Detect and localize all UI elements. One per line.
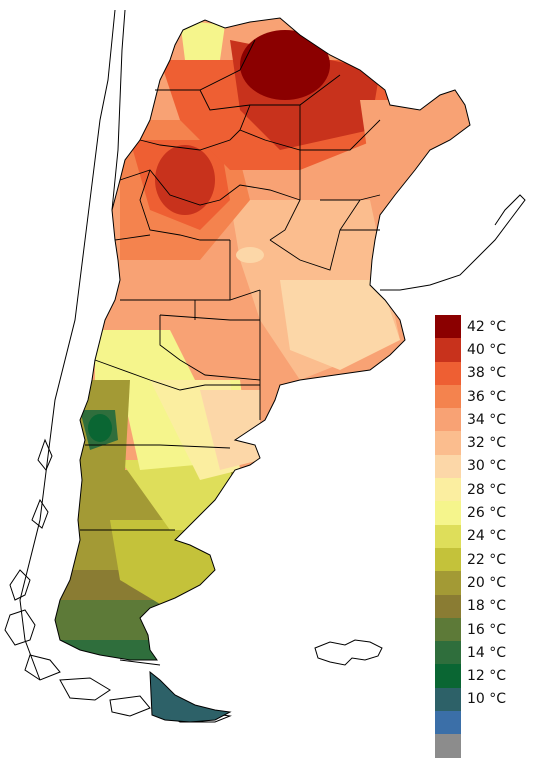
legend-swatch — [435, 501, 461, 525]
legend-item: 32 °C — [435, 431, 535, 455]
uruguay-coast — [380, 194, 526, 291]
legend-swatch — [435, 711, 461, 735]
legend-item: 30 °C — [435, 454, 535, 479]
legend-item: 20 °C — [435, 571, 535, 595]
legend-label: 26 °C — [467, 505, 507, 522]
legend-item: 28 °C — [435, 478, 535, 502]
province-borders — [80, 39, 381, 666]
falkland-islands — [314, 639, 383, 666]
legend-swatch — [435, 315, 461, 339]
legend-swatch — [435, 478, 461, 502]
argentina-outline — [54, 17, 471, 661]
legend-label: 42 °C — [467, 318, 507, 335]
legend-label: 18 °C — [467, 598, 507, 615]
legend-label: 20 °C — [467, 574, 507, 591]
legend-item: 10 °C — [435, 687, 535, 712]
legend-swatch — [435, 361, 461, 385]
legend-swatch — [435, 687, 461, 712]
legend-swatch — [435, 431, 461, 455]
southern-islands — [4, 438, 232, 723]
legend-swatch — [435, 454, 461, 479]
legend-item: 24 °C — [435, 524, 535, 548]
legend-label: 16 °C — [467, 621, 507, 638]
legend-item: 12 °C — [435, 664, 535, 688]
legend-label: 40 °C — [467, 341, 507, 358]
temperature-legend: 42 °C 40 °C 38 °C 36 °C 34 °C 32 °C 30 °… — [435, 315, 535, 758]
legend-item — [435, 734, 535, 758]
legend-item: 42 °C — [435, 315, 535, 339]
legend-item: 18 °C — [435, 594, 535, 618]
legend-swatch — [435, 384, 461, 409]
legend-label: 38 °C — [467, 365, 507, 382]
legend-item: 40 °C — [435, 338, 535, 362]
legend-item: 34 °C — [435, 408, 535, 432]
legend-swatch — [435, 664, 461, 688]
legend-swatch — [435, 734, 461, 758]
legend-item: 22 °C — [435, 547, 535, 572]
legend-item: 36 °C — [435, 384, 535, 409]
legend-item: 16 °C — [435, 617, 535, 642]
legend-label: 32 °C — [467, 435, 507, 452]
legend-item — [435, 711, 535, 735]
legend-swatch — [435, 594, 461, 618]
legend-swatch — [435, 641, 461, 665]
legend-swatch — [435, 338, 461, 362]
legend-label: 36 °C — [467, 388, 507, 405]
legend-swatch — [435, 547, 461, 572]
legend-swatch — [435, 617, 461, 642]
legend-label: 28 °C — [467, 481, 507, 498]
chile-inner-outline — [111, 9, 126, 211]
legend-label: 24 °C — [467, 528, 507, 545]
legend-label: 30 °C — [467, 458, 507, 475]
legend-item: 14 °C — [435, 641, 535, 665]
legend-swatch — [435, 571, 461, 595]
legend-item: 38 °C — [435, 361, 535, 385]
legend-swatch — [435, 408, 461, 432]
legend-label: 22 °C — [467, 551, 507, 568]
legend-label: 34 °C — [467, 411, 507, 428]
legend-label: 14 °C — [467, 644, 507, 661]
tierra-del-fuego — [149, 670, 232, 723]
legend-label: 12 °C — [467, 668, 507, 685]
legend-swatch — [435, 524, 461, 548]
legend-label: 10 °C — [467, 691, 507, 708]
legend-item: 26 °C — [435, 501, 535, 525]
chile-outline — [19, 9, 116, 681]
